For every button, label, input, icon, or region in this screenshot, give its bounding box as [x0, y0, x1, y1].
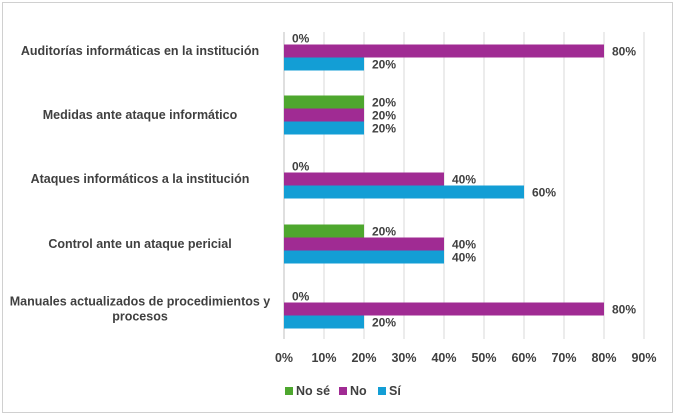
legend-label: Sí [389, 384, 401, 398]
bar-no-se [284, 224, 364, 238]
x-tick-label: 30% [391, 351, 416, 365]
x-tick-label: 40% [431, 351, 456, 365]
bar-si [284, 185, 524, 199]
data-label: 20% [372, 225, 396, 239]
category-label: Control ante un ataque pericial [48, 237, 231, 251]
data-label: 80% [612, 303, 636, 317]
x-axis-tick-labels: 0% 10% 20% 30% 40% 50% 60% 70% 80% 90% [275, 351, 657, 365]
x-tick-label: 10% [311, 351, 336, 365]
bar-si [284, 250, 444, 264]
legend-swatch [285, 387, 293, 395]
legend: No sé No Sí [285, 384, 401, 398]
x-tick-label: 50% [471, 351, 496, 365]
data-label: 0% [292, 290, 310, 304]
x-tick-label: 60% [511, 351, 536, 365]
data-label: 0% [292, 32, 310, 46]
bar-si [284, 57, 364, 71]
bar-si [284, 315, 364, 329]
legend-swatch [378, 387, 386, 395]
legend-swatch [339, 387, 347, 395]
bar-no [284, 172, 444, 186]
data-label: 40% [452, 238, 476, 252]
bar-si [284, 121, 364, 135]
x-tick-label: 90% [631, 351, 656, 365]
category-labels: Auditorías informáticas en la institució… [10, 44, 271, 324]
category-label: Medidas ante ataque informático [43, 108, 238, 122]
x-tick-label: 0% [275, 351, 293, 365]
data-label: 60% [532, 186, 556, 200]
bars [284, 44, 604, 329]
gridlines [283, 32, 645, 339]
x-tick-label: 70% [551, 351, 576, 365]
bar-no [284, 237, 444, 251]
bar-no [284, 108, 364, 122]
data-label: 20% [372, 316, 396, 330]
legend-label: No sé [296, 384, 330, 398]
bar-no [284, 302, 604, 316]
bar-no [284, 44, 604, 58]
bar-no-se [284, 95, 364, 109]
x-tick-label: 80% [591, 351, 616, 365]
category-label: Manuales actualizados de procedimientos … [10, 295, 271, 309]
category-label: procesos [112, 310, 168, 324]
legend-label: No [350, 384, 367, 398]
data-label: 20% [372, 96, 396, 110]
category-label: Auditorías informáticas en la institució… [21, 44, 259, 58]
data-label: 20% [372, 109, 396, 123]
data-label: 20% [372, 122, 396, 136]
data-label: 80% [612, 45, 636, 59]
data-label: 0% [292, 160, 310, 174]
x-tick-label: 20% [351, 351, 376, 365]
data-label: 40% [452, 173, 476, 187]
data-label: 20% [372, 58, 396, 72]
category-label: Ataques informáticos a la institución [31, 172, 250, 186]
data-label: 40% [452, 251, 476, 265]
data-labels: 0%20%0%20%0%80%20%40%40%80%20%20%60%40%2… [292, 32, 636, 330]
